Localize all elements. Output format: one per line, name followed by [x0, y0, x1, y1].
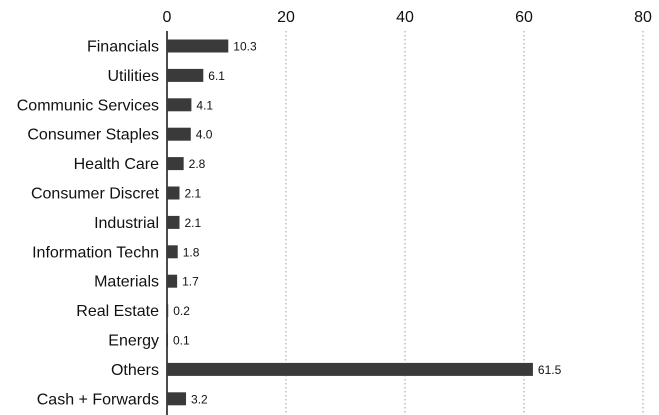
bar-communic-services [167, 98, 192, 112]
value-label: 61.5 [538, 363, 562, 377]
category-label: Consumer Discret [31, 186, 160, 203]
value-label: 0.1 [173, 334, 190, 348]
bar-materials [167, 274, 178, 288]
x-tick-label-80: 80 [634, 9, 652, 26]
bar-real-estate [167, 304, 169, 318]
category-label: Communic Services [17, 97, 159, 114]
value-label: 4.1 [196, 98, 213, 112]
value-label: 1.7 [182, 275, 199, 289]
bar-others [167, 362, 533, 376]
bar-industrial [167, 215, 180, 229]
bar-cash-forwards [167, 392, 187, 406]
category-label: Others [111, 362, 159, 379]
category-label: Industrial [94, 215, 159, 232]
bar-energy [167, 333, 168, 347]
category-label: Cash + Forwards [37, 391, 159, 408]
x-tick-label-60: 60 [515, 9, 533, 26]
category-label: Consumer Staples [27, 127, 159, 144]
value-label: 6.1 [208, 69, 225, 83]
value-label: 1.8 [183, 245, 200, 259]
category-label: Real Estate [76, 303, 159, 320]
label-layer: Financials 10.3 Utilities 6.1 Communic Servi… [17, 39, 562, 409]
x-tick-label-20: 20 [277, 9, 295, 26]
value-label: 2.8 [189, 157, 206, 171]
value-label: 4.0 [196, 128, 213, 142]
category-label: Energy [108, 333, 159, 350]
axis-layer: 0 20 40 60 80 [163, 9, 652, 415]
bar-utilities [167, 68, 204, 82]
category-label: Utilities [107, 68, 159, 85]
value-label: 10.3 [233, 40, 257, 54]
bar-consumer-staples [167, 127, 191, 141]
category-label: Materials [94, 274, 159, 291]
value-label: 0.2 [173, 304, 190, 318]
bar-information-techn [167, 245, 178, 259]
bar-financials [167, 39, 229, 53]
category-label: Information Techn [32, 244, 159, 261]
value-label: 2.1 [184, 187, 201, 201]
grid-layer [285, 31, 644, 415]
category-label: Health Care [74, 156, 159, 173]
bar-layer [167, 39, 533, 406]
bar-consumer-discret [167, 186, 180, 200]
value-label: 2.1 [184, 216, 201, 230]
x-tick-label-0: 0 [163, 9, 172, 26]
bar-health-care [167, 157, 184, 171]
category-label: Financials [87, 39, 159, 56]
value-label: 3.2 [191, 392, 208, 406]
x-tick-label-40: 40 [396, 9, 414, 26]
